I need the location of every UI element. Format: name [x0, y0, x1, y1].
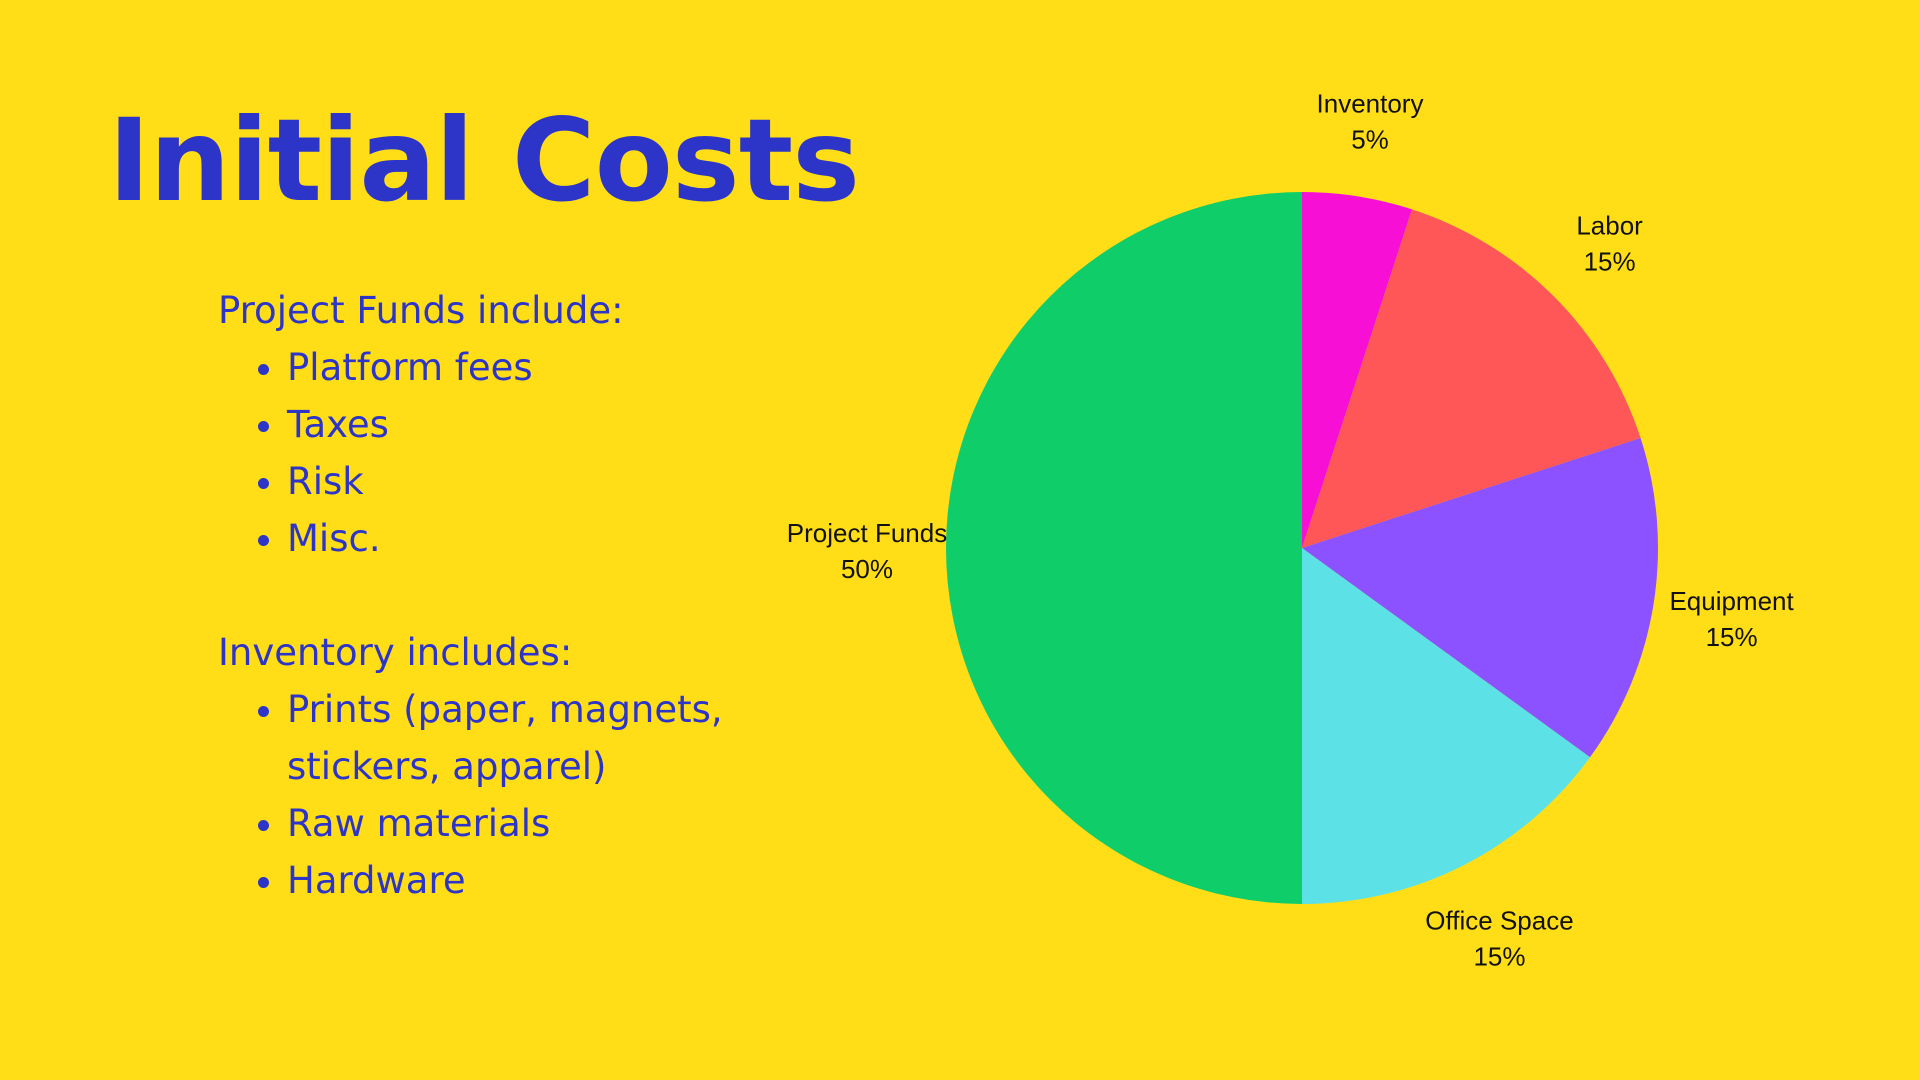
page-title: Initial Costs [108, 94, 860, 227]
pie-label-inventory: Inventory [1317, 88, 1424, 118]
pie-slice-labor [1302, 209, 1641, 549]
pie-value-office-space: 15% [1473, 942, 1525, 972]
pie-label-project-funds: Project Funds [787, 518, 947, 548]
list-item: Raw materials [287, 795, 738, 852]
pie-value-equipment: 15% [1706, 622, 1758, 652]
project-funds-heading: Project Funds include: [218, 289, 624, 332]
pie-value-labor: 15% [1584, 246, 1636, 276]
list-item: Platform fees [287, 339, 738, 396]
pie-label-office-space: Office Space [1425, 906, 1573, 936]
notes-panel: Project Funds include: Platform fees Tax… [218, 282, 738, 909]
pie-value-project-funds: 50% [841, 554, 893, 584]
pie-slice-equipment [1302, 437, 1659, 758]
inventory-list: Prints (paper, magnets, stickers, appare… [218, 681, 738, 909]
list-item: Taxes [287, 396, 738, 453]
pie-slice-office-space [1302, 548, 1591, 904]
pie-slice-project-funds [946, 192, 1302, 904]
project-funds-list: Platform fees Taxes Risk Misc. [218, 339, 738, 567]
list-item: Prints (paper, magnets, stickers, appare… [287, 681, 738, 795]
pie-label-labor: Labor [1576, 210, 1643, 240]
pie-label-equipment: Equipment [1669, 586, 1794, 616]
list-item: Risk [287, 453, 738, 510]
pie-slice-inventory [1302, 192, 1413, 548]
list-item: Hardware [287, 852, 738, 909]
pie-value-inventory: 5% [1351, 124, 1389, 154]
pie-labels: Inventory 5% Labor 15% Equipment 15% Office Sp… [787, 88, 1795, 971]
inventory-heading: Inventory includes: [218, 631, 573, 674]
pie-slices [946, 192, 1659, 904]
list-item: Misc. [287, 510, 738, 567]
